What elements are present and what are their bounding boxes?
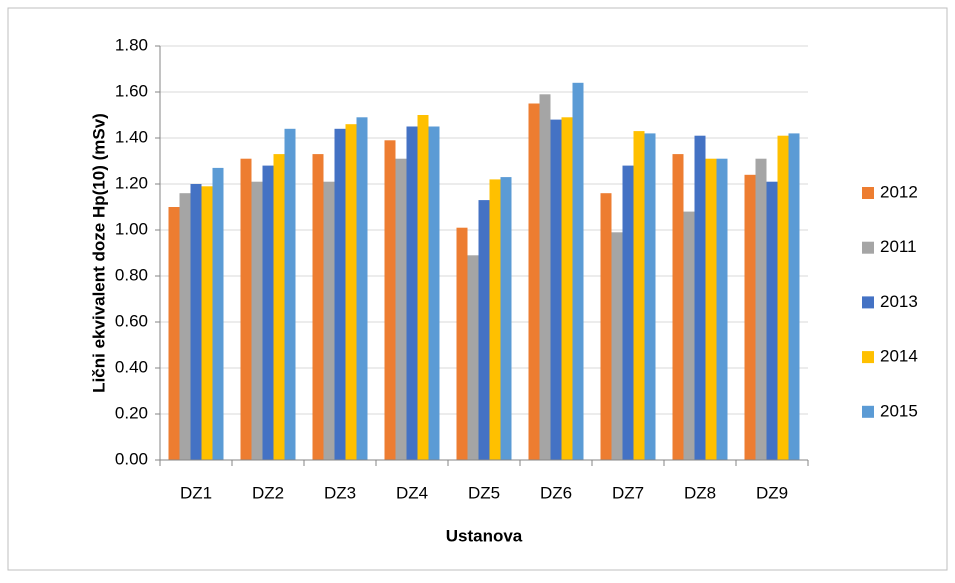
bar bbox=[284, 128, 296, 461]
y-tick-label: 1.40 bbox=[115, 127, 148, 146]
bar bbox=[323, 181, 335, 460]
y-tick-label: 1.60 bbox=[115, 81, 148, 100]
bar bbox=[755, 158, 767, 460]
bar bbox=[428, 126, 440, 460]
bar bbox=[251, 181, 263, 460]
bar bbox=[716, 158, 728, 460]
bar bbox=[179, 193, 191, 460]
x-tick-label: DZ3 bbox=[324, 483, 356, 502]
x-tick-label: DZ8 bbox=[684, 483, 716, 502]
legend-swatch bbox=[862, 405, 874, 418]
x-tick-label: DZ7 bbox=[612, 483, 644, 502]
bar bbox=[417, 115, 429, 460]
y-tick-label: 0.60 bbox=[115, 311, 148, 330]
bar bbox=[766, 181, 778, 460]
bar bbox=[190, 184, 202, 460]
y-tick-label: 0.40 bbox=[115, 357, 148, 376]
bar bbox=[467, 255, 479, 460]
bar bbox=[633, 131, 645, 460]
bar bbox=[240, 158, 252, 460]
bar bbox=[622, 165, 634, 460]
bar bbox=[611, 232, 623, 460]
bar bbox=[356, 117, 368, 461]
bar bbox=[478, 200, 490, 460]
bar bbox=[262, 165, 274, 460]
bar bbox=[201, 186, 213, 461]
bar bbox=[406, 126, 418, 460]
legend-label: 2015 bbox=[880, 401, 918, 420]
bar bbox=[788, 133, 800, 460]
legend-label: 2013 bbox=[880, 292, 918, 311]
legend-swatch bbox=[862, 187, 874, 199]
bar bbox=[395, 158, 407, 460]
bar bbox=[312, 154, 324, 460]
y-axis-title: Lični ekvivalent doze Hp(10) (mSv) bbox=[89, 113, 108, 393]
bar bbox=[777, 135, 789, 460]
legend-swatch bbox=[862, 351, 874, 364]
y-tick-label: 0.80 bbox=[115, 265, 148, 284]
legend-swatch bbox=[862, 241, 874, 254]
bar bbox=[694, 135, 706, 460]
y-tick-label: 0.20 bbox=[115, 403, 148, 422]
bar bbox=[539, 94, 551, 461]
x-tick-label: DZ6 bbox=[540, 483, 572, 502]
y-tick-label: 0.00 bbox=[115, 449, 148, 468]
x-tick-label: DZ9 bbox=[756, 483, 788, 502]
bar bbox=[672, 154, 684, 460]
bar bbox=[528, 103, 540, 460]
bar bbox=[456, 227, 468, 460]
y-tick-label: 1.00 bbox=[115, 219, 148, 238]
legend-label: 2012 bbox=[880, 182, 918, 201]
x-tick-label: DZ4 bbox=[396, 483, 428, 502]
bar bbox=[273, 154, 285, 460]
y-tick-label: 1.20 bbox=[115, 173, 148, 192]
bar bbox=[561, 117, 573, 461]
x-tick-label: DZ1 bbox=[180, 483, 212, 502]
bar bbox=[644, 133, 656, 460]
x-axis-title: Ustanova bbox=[446, 526, 523, 545]
bar bbox=[744, 174, 756, 461]
y-tick-label: 1.80 bbox=[115, 35, 148, 54]
bar bbox=[600, 193, 612, 460]
bar bbox=[683, 211, 695, 460]
bar bbox=[168, 207, 180, 460]
legend-label: 2011 bbox=[880, 237, 917, 256]
bar bbox=[572, 82, 584, 461]
bar bbox=[705, 158, 717, 460]
bar bbox=[550, 119, 562, 460]
bar bbox=[384, 140, 396, 461]
bar bbox=[500, 177, 512, 460]
legend-label: 2014 bbox=[880, 347, 918, 366]
bar bbox=[345, 124, 357, 460]
x-tick-label: DZ2 bbox=[252, 483, 284, 502]
bar bbox=[212, 167, 224, 460]
bar bbox=[334, 128, 346, 461]
x-tick-label: DZ5 bbox=[468, 483, 500, 502]
bar bbox=[489, 179, 501, 460]
legend-swatch bbox=[862, 296, 874, 309]
